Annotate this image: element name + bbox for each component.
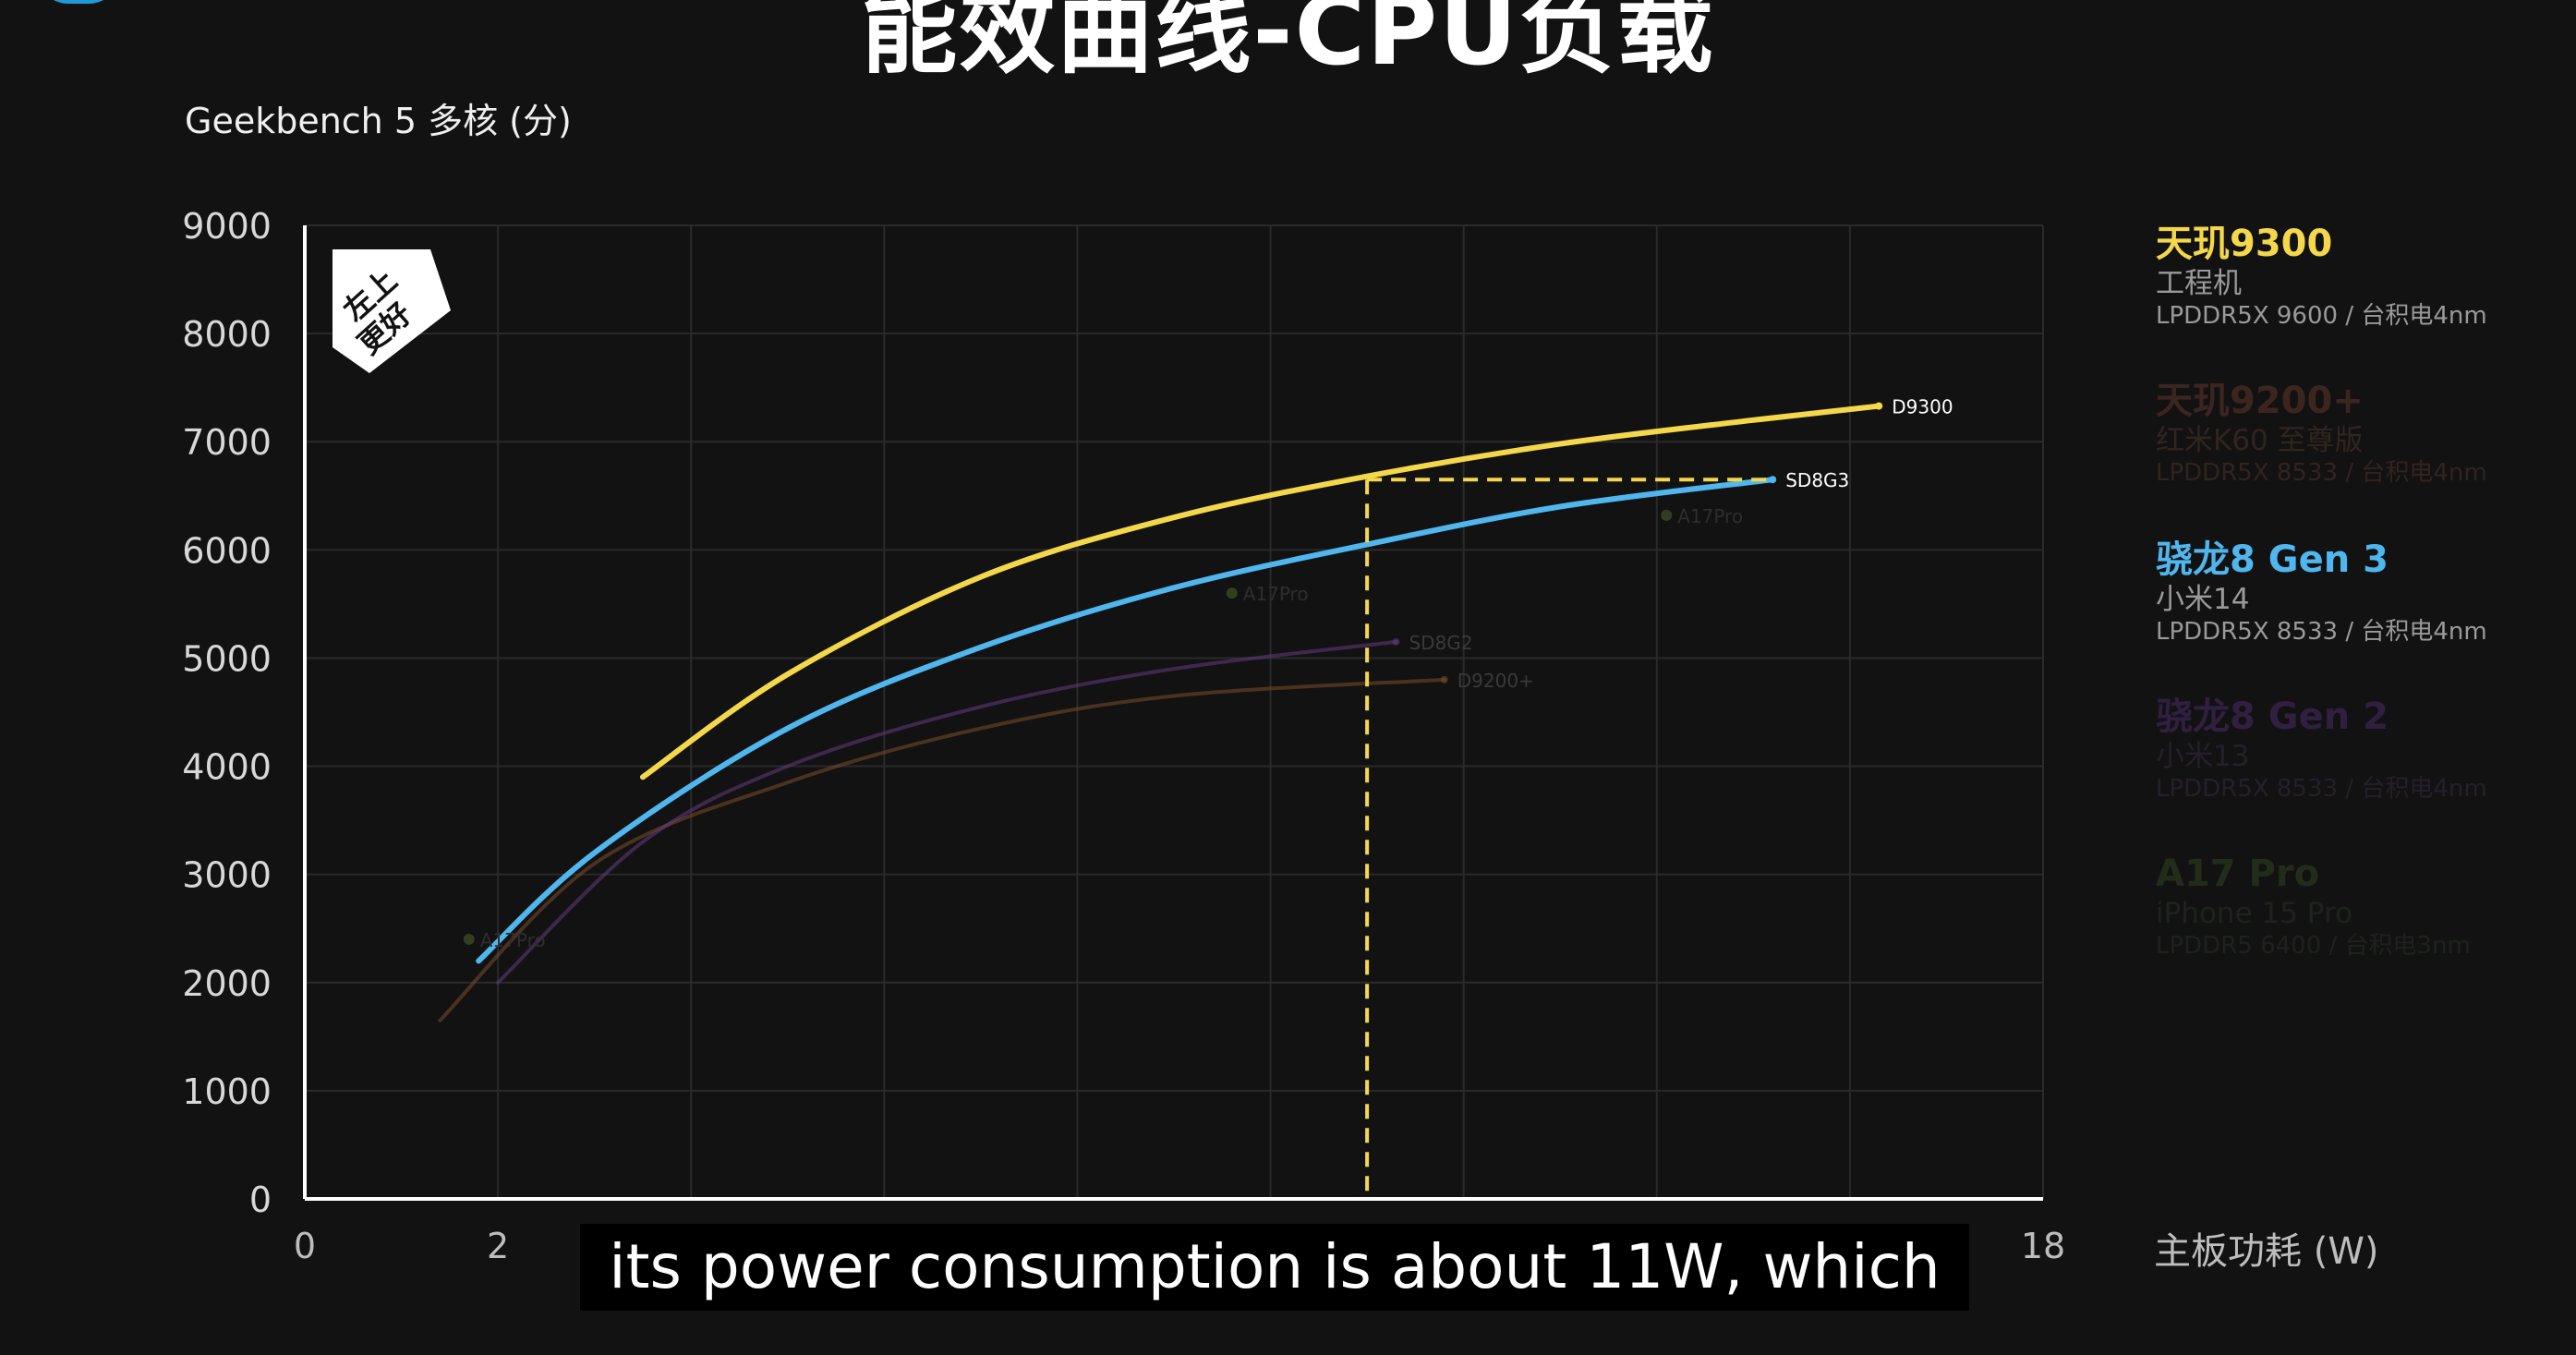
a17pro-point (1226, 587, 1238, 599)
top-left-better-badge: 左上 更好 (323, 246, 462, 384)
legend-device: iPhone 15 Pro (2156, 897, 2352, 930)
legend-device: 工程机 (2156, 267, 2242, 300)
y-tick-label: 4000 (182, 747, 272, 788)
legend-chip-name: 骁龙8 Gen 2 (2156, 696, 2389, 738)
channel-logo (37, 0, 120, 4)
series-label-sd8g3: SD8G3 (1785, 469, 1849, 491)
series-line-sd8g3 (476, 477, 1776, 964)
series-end-point-d9200- (1440, 675, 1448, 684)
a17pro-point (463, 933, 475, 945)
legend-spec: LPDDR5X 8533 / 台积电4nm (2156, 459, 2487, 487)
x-tick-label: 18 (2021, 1226, 2065, 1266)
y-tick-label: 7000 (182, 422, 272, 463)
legend-item: 骁龙8 Gen 3 小米14 LPDDR5X 8533 / 台积电4nm (2156, 538, 2544, 647)
y-tick-label: 3000 (182, 855, 272, 896)
legend-device: 红米K60 至尊版 (2156, 424, 2364, 457)
legend-spec: LPDDR5X 8533 / 台积电4nm (2156, 775, 2487, 803)
y-tick-label: 5000 (182, 638, 272, 679)
series-line-sd8g2 (496, 639, 1398, 985)
y-tick-label: 9000 (182, 206, 272, 247)
video-subtitle: its power consumption is about 11W, whic… (580, 1224, 1969, 1311)
x-tick-label: 2 (487, 1226, 509, 1266)
y-tick-label: 2000 (182, 963, 272, 1004)
a17pro-point-label: A17Pro (480, 929, 546, 951)
legend-chip-name: 天玑9200+ (2156, 380, 2364, 422)
series-line-d9300 (639, 403, 1882, 780)
legend-item: 天玑9300 工程机 LPDDR5X 9600 / 台积电4nm (2156, 222, 2544, 331)
y-tick-label: 1000 (182, 1071, 272, 1112)
series-end-point-d9300 (1875, 402, 1883, 410)
legend-device: 小米14 (2156, 583, 2250, 616)
legend-item: A17 Pro iPhone 15 Pro LPDDR5 6400 / 台积电3nm (2156, 852, 2544, 961)
series-line-d9200- (438, 677, 1446, 1022)
a17pro-point (1661, 509, 1673, 521)
series-end-point-sd8g2 (1392, 637, 1400, 646)
legend-chip-name: 天玑9300 (2156, 223, 2333, 265)
legend-item: 天玑9200+ 红米K60 至尊版 LPDDR5X 8533 / 台积电4nm (2156, 379, 2544, 488)
y-tick-label: 6000 (182, 530, 272, 571)
legend-item: 骁龙8 Gen 2 小米13 LPDDR5X 8533 / 台积电4nm (2156, 695, 2544, 804)
legend-chip-name: A17 Pro (2156, 853, 2320, 895)
series-end-point-sd8g3 (1769, 476, 1777, 484)
x-tick-label: 0 (294, 1226, 316, 1266)
legend-spec: LPDDR5X 8533 / 台积电4nm (2156, 618, 2487, 646)
y-tick-label: 0 (249, 1180, 272, 1220)
a17pro-point-label: A17Pro (1243, 583, 1309, 605)
x-axis-title: 主板功耗 (W) (2154, 1230, 2379, 1273)
page-title: 能效曲线-CPU负载 (861, 0, 1715, 87)
y-axis-title: Geekbench 5 多核 (分) (185, 101, 572, 141)
legend-device: 小米13 (2156, 740, 2250, 773)
y-tick-label: 8000 (182, 314, 272, 355)
series-label-d9300: D9300 (1892, 396, 1953, 418)
legend-spec: LPDDR5X 9600 / 台积电4nm (2156, 302, 2487, 330)
series-label-sd8g2: SD8G2 (1409, 632, 1472, 654)
a17pro-point-label: A17Pro (1677, 505, 1743, 527)
series-label-d9200-: D9200+ (1457, 670, 1534, 692)
legend-spec: LPDDR5 6400 / 台积电3nm (2156, 932, 2471, 960)
legend-chip-name: 骁龙8 Gen 3 (2156, 538, 2389, 581)
